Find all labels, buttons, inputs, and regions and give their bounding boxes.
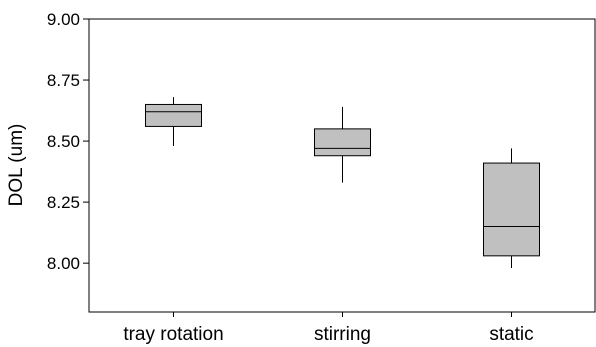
boxes — [145, 97, 540, 269]
box-body — [145, 103, 202, 127]
y-axis: 8.00 8.25 8.50 8.75 9.00 — [47, 10, 89, 273]
x-axis: tray rotation stirring static — [123, 312, 534, 345]
box-body — [314, 128, 371, 157]
box-3 — [483, 148, 540, 269]
y-axis-title: DOL (um) — [6, 124, 27, 207]
box-1 — [145, 97, 202, 146]
x-category-label: tray rotation — [123, 324, 223, 345]
x-category-label: static — [489, 324, 533, 345]
y-tick-label: 8.00 — [47, 254, 80, 273]
x-category-label: stirring — [314, 324, 371, 345]
y-tick-label: 8.50 — [47, 132, 80, 151]
y-tick-label: 8.25 — [47, 193, 80, 212]
box-body — [483, 162, 540, 257]
box-2 — [314, 106, 371, 183]
y-tick-label: 9.00 — [47, 10, 80, 29]
y-tick-label: 8.75 — [47, 71, 80, 90]
